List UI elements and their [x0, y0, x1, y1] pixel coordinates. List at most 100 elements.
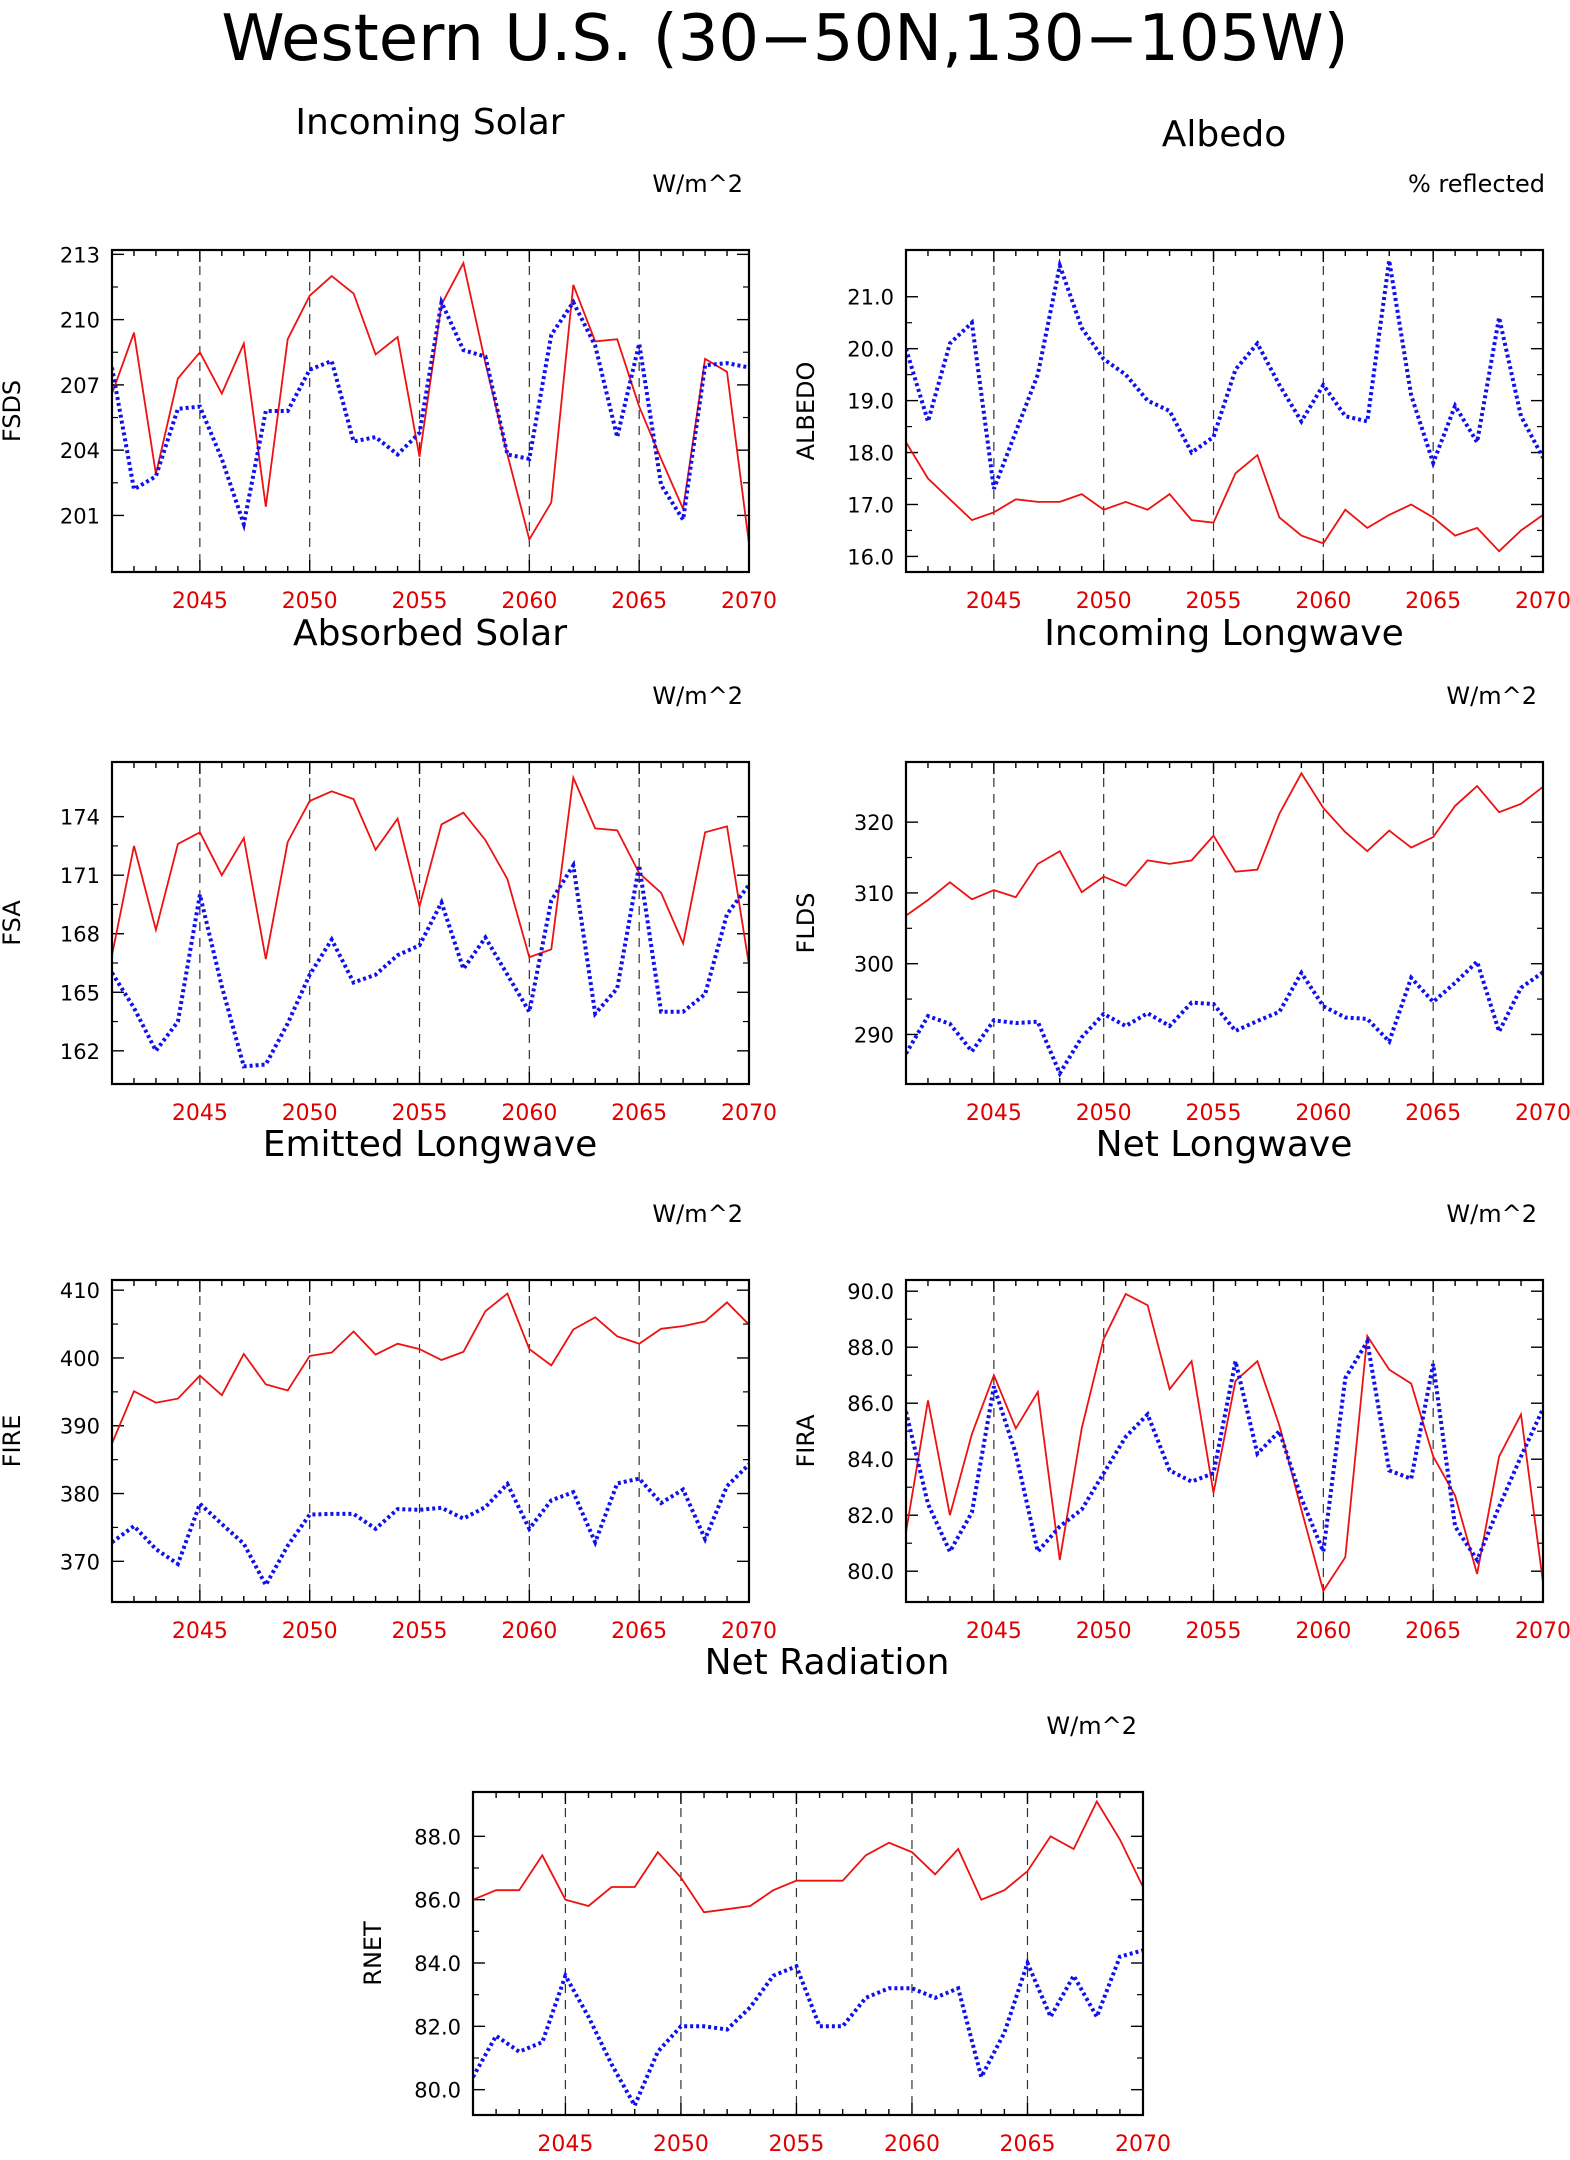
- y-tick-label: 174: [60, 806, 100, 830]
- panel-title-rnet: Net Radiation: [705, 1642, 950, 1683]
- series-line-solid-red: [473, 1799, 1143, 1914]
- x-tick-label-bottom: 2055: [768, 2132, 824, 2157]
- x-tick-label-bottom: 2045: [966, 1619, 1022, 1644]
- y-tick-label: 204: [60, 439, 100, 463]
- y-tick-label: 84.0: [414, 1952, 461, 1976]
- series-line-solid-red: [112, 774, 749, 966]
- y-axis-label: FLDS: [792, 893, 820, 954]
- x-tick-label-bottom: 2060: [884, 2132, 940, 2157]
- units-label: % reflected: [1408, 170, 1545, 198]
- chart-panel-fsds: Incoming Solar W/m^2 FSDS 2045 2050 2055 2060 2…: [0, 102, 777, 614]
- chart-panel-rnet: Net Radiation W/m^2 RNET 2045 2050 2055 2060 20…: [359, 1642, 1171, 2157]
- x-tick-label-bottom: 2045: [172, 1101, 228, 1126]
- panel-title-fsds: Incoming Solar: [295, 102, 564, 143]
- plot-frame: [110, 1278, 751, 1604]
- x-tick-label-bottom: 2060: [1295, 589, 1351, 614]
- x-tick-label-bottom: 2055: [1186, 589, 1242, 614]
- y-tick-label: 88.0: [847, 1336, 894, 1360]
- y-tick-label: 80.0: [847, 1560, 894, 1584]
- plot-frame: [904, 1278, 1545, 1604]
- y-tick-label: 17.0: [847, 493, 894, 517]
- y-tick-label: 171: [60, 864, 100, 888]
- y-tick-label: 210: [60, 309, 100, 333]
- x-tick-label-bottom: 2060: [1295, 1101, 1351, 1126]
- y-axis-label: FIRE: [0, 1415, 26, 1468]
- y-tick-label: 19.0: [847, 390, 894, 414]
- x-tick-label-bottom: 2050: [1076, 1619, 1132, 1644]
- x-tick-label-bottom: 2065: [1405, 589, 1461, 614]
- units-label: W/m^2: [1446, 682, 1537, 710]
- y-tick-label: 18.0: [847, 442, 894, 466]
- plot-frame: [110, 248, 751, 574]
- y-tick-label: 21.0: [847, 286, 894, 310]
- y-tick-label: 90.0: [847, 1280, 894, 1304]
- plot-frame: [904, 760, 1545, 1086]
- x-tick-label-bottom: 2070: [721, 1101, 777, 1126]
- x-tick-label-bottom: 2055: [392, 1101, 448, 1126]
- plot-frame: [904, 248, 1545, 574]
- units-label: W/m^2: [652, 682, 743, 710]
- y-tick-label: 165: [60, 981, 100, 1005]
- x-tick-label-bottom: 2065: [611, 1619, 667, 1644]
- y-axis-label: RNET: [359, 1921, 387, 1986]
- x-tick-label-bottom: 2060: [501, 589, 557, 614]
- x-tick-label-bottom: 2045: [537, 2132, 593, 2157]
- plot-frame: [471, 1790, 1145, 2117]
- units-label: W/m^2: [652, 170, 743, 198]
- y-tick-label: 20.0: [847, 338, 894, 362]
- chart-panel-albedo: Albedo % reflected ALBEDO 2045 2050 2055 2060 2…: [792, 114, 1570, 614]
- y-tick-label: 410: [60, 1279, 100, 1303]
- series-line-dotted-blue: [473, 1948, 1143, 2111]
- plot-frame: [110, 760, 751, 1086]
- x-tick-label-bottom: 2065: [999, 2132, 1055, 2157]
- y-axis-label: FIRA: [792, 1414, 820, 1468]
- y-tick-label: 86.0: [847, 1392, 894, 1416]
- x-tick-label-bottom: 2045: [966, 589, 1022, 614]
- x-tick-label-bottom: 2070: [1515, 589, 1570, 614]
- series-line-solid-red: [906, 771, 1543, 917]
- chart-panels: Incoming Solar W/m^2 FSDS 2045 2050 2055 2060 2…: [0, 102, 1570, 2157]
- y-axis-label: FSA: [0, 900, 26, 946]
- x-tick-label-bottom: 2060: [1295, 1619, 1351, 1644]
- y-tick-label: 201: [60, 504, 100, 528]
- x-tick-label-bottom: 2055: [392, 1619, 448, 1644]
- panel-title-fire: Emitted Longwave: [263, 1124, 598, 1165]
- x-tick-label-bottom: 2045: [172, 1619, 228, 1644]
- x-tick-label-bottom: 2060: [501, 1101, 557, 1126]
- y-axis-label: FSDS: [0, 380, 26, 442]
- units-label: W/m^2: [1046, 1712, 1137, 1740]
- series-line-dotted-blue: [112, 295, 749, 532]
- units-label: W/m^2: [652, 1200, 743, 1228]
- y-axis-label: ALBEDO: [792, 362, 820, 461]
- chart-panel-fire: Emitted Longwave W/m^2 FIRE 2045 2050 2055 206…: [0, 1124, 777, 1644]
- panel-title-flds: Incoming Longwave: [1044, 613, 1404, 654]
- panel-title-fsa: Absorbed Solar: [293, 613, 567, 654]
- x-tick-label-bottom: 2055: [1186, 1619, 1242, 1644]
- figure-title: Western U.S. (30−50N,130−105W): [221, 2, 1348, 76]
- y-tick-label: 207: [60, 374, 100, 398]
- y-tick-label: 82.0: [847, 1504, 894, 1528]
- x-tick-label-bottom: 2045: [966, 1101, 1022, 1126]
- x-tick-label-bottom: 2070: [721, 1619, 777, 1644]
- x-tick-label-bottom: 2065: [611, 1101, 667, 1126]
- chart-panel-fsa: Absorbed Solar W/m^2 FSA 2045 2050 2055 2060 20…: [0, 613, 777, 1126]
- series-line-solid-red: [112, 1292, 749, 1444]
- x-tick-label-bottom: 2070: [1515, 1101, 1570, 1126]
- x-tick-label-bottom: 2050: [282, 1619, 338, 1644]
- y-tick-label: 320: [854, 811, 894, 835]
- y-tick-label: 16.0: [847, 545, 894, 569]
- y-tick-label: 380: [60, 1483, 100, 1507]
- x-tick-label-bottom: 2050: [1076, 589, 1132, 614]
- series-line-dotted-blue: [906, 957, 1543, 1078]
- y-tick-label: 390: [60, 1415, 100, 1439]
- y-tick-label: 370: [60, 1550, 100, 1574]
- series-line-dotted-blue: [112, 859, 749, 1069]
- y-tick-label: 290: [854, 1023, 894, 1047]
- y-tick-label: 82.0: [414, 2015, 461, 2039]
- series-line-dotted-blue: [906, 1335, 1543, 1565]
- x-tick-label-bottom: 2050: [1076, 1101, 1132, 1126]
- series-line-dotted-blue: [112, 1462, 749, 1590]
- y-tick-label: 310: [854, 882, 894, 906]
- x-tick-label-bottom: 2060: [501, 1619, 557, 1644]
- panel-title-albedo: Albedo: [1162, 114, 1287, 155]
